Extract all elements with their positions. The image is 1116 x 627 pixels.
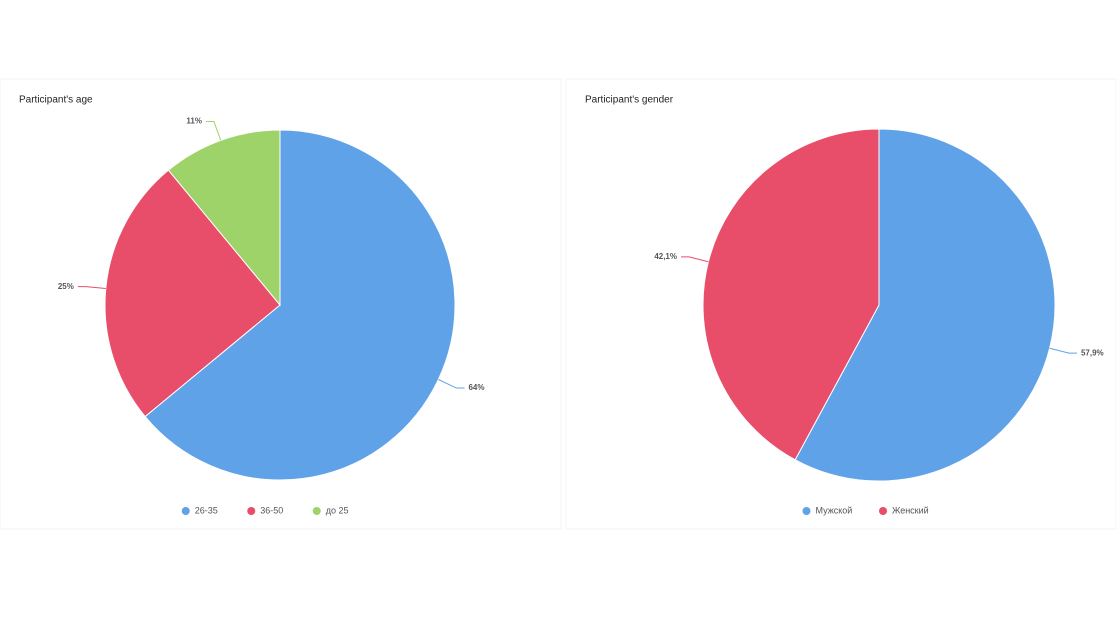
data-label: 11%	[186, 117, 202, 126]
data-label: 64%	[468, 383, 484, 392]
data-label: 57,9%	[1081, 348, 1104, 357]
data-label: 25%	[58, 282, 74, 291]
pie-slice	[104, 169, 281, 418]
legend-marker	[247, 507, 256, 515]
legend-marker	[802, 507, 811, 515]
label-connector	[438, 379, 465, 389]
data-label: 42,1%	[654, 252, 677, 261]
chart-title: Participant's age	[19, 95, 93, 106]
label-connector	[205, 121, 222, 141]
legend-label: Мужской	[816, 505, 853, 515]
legend-marker	[879, 507, 887, 515]
label-connector	[77, 286, 106, 290]
label-connector	[681, 256, 709, 263]
pie-slice	[794, 128, 1056, 482]
legend-label: до 25	[326, 505, 349, 515]
pie-slice	[702, 128, 880, 461]
chart-title: Participant's gender	[585, 95, 674, 106]
legend-label: 36-50	[260, 505, 283, 515]
legend-marker	[181, 507, 190, 515]
label-connector	[1049, 347, 1077, 354]
legend-marker	[312, 507, 321, 515]
legend-label: Женский	[892, 505, 929, 515]
pie-slice	[144, 129, 456, 481]
legend-label: 26-35	[195, 505, 218, 515]
pie-slice	[167, 129, 281, 307]
